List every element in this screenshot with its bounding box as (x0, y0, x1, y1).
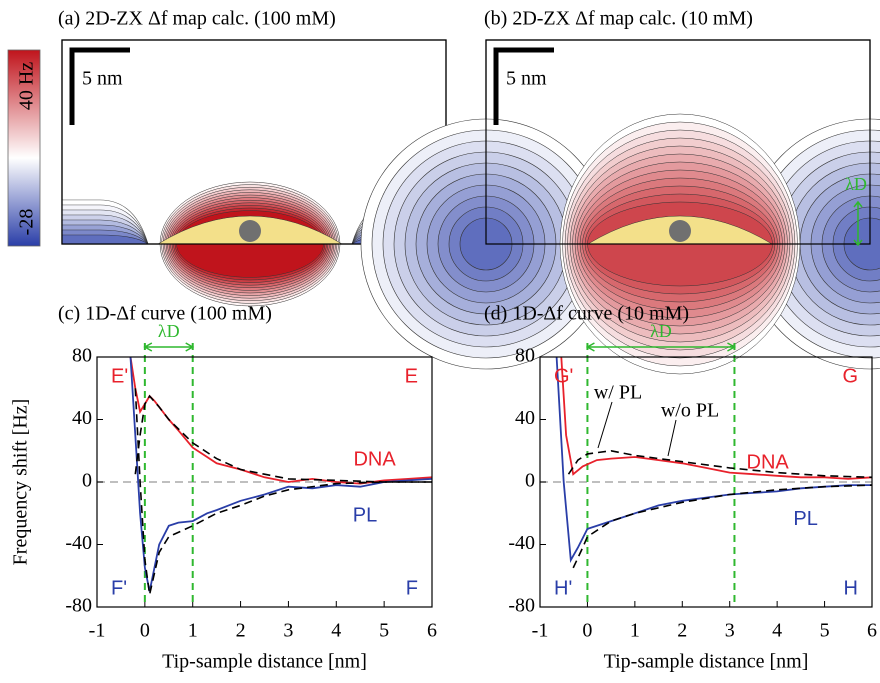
plot-frame (96, 356, 433, 608)
band (62, 210, 148, 244)
corner-label: E (405, 365, 418, 387)
corner-label: F (406, 577, 418, 599)
colorbar (7, 49, 41, 247)
y-tick-label: 80 (72, 345, 92, 367)
corner-label: E' (111, 365, 128, 387)
series-label: PL (793, 508, 817, 530)
lambda-arrow (143, 342, 195, 352)
y-tick-label: 40 (515, 407, 535, 429)
lambda-label: λD (845, 174, 867, 194)
scale-bar (493, 47, 554, 125)
corner-label: G (842, 365, 858, 387)
scale-bar (69, 47, 130, 125)
x-tick-label: 0 (140, 620, 150, 642)
x-tick-label: 6 (427, 620, 437, 642)
x-tick-label: 0 (582, 620, 592, 642)
y-axis-label: Frequency shift [Hz] (10, 399, 32, 566)
fit-line (134, 394, 432, 483)
dna-strand (239, 220, 261, 242)
lambda-label: λD (158, 321, 180, 341)
plot-frame (539, 356, 873, 608)
y-tick-label: -40 (508, 532, 535, 554)
lambda-label: λD (650, 321, 672, 341)
annotation: w/ PL (594, 382, 642, 404)
contour (62, 199, 149, 245)
colorbar-max: 40 Hz (16, 62, 38, 110)
x-tick-label: 3 (283, 620, 293, 642)
y-tick-label: 0 (82, 470, 92, 492)
corner-label: F' (111, 577, 127, 599)
colorbar-min: -28 (16, 209, 38, 236)
corner-label: H (844, 577, 858, 599)
x-tick-label: 1 (630, 620, 640, 642)
x-tick-label: 5 (820, 620, 830, 642)
y-tick-label: -80 (508, 595, 535, 617)
contour (62, 229, 149, 245)
x-axis-label: Tip-sample distance [nm] (162, 651, 367, 673)
data-line (129, 357, 432, 592)
y-tick-label: -80 (65, 595, 92, 617)
scale-label: 5 nm (506, 68, 547, 90)
chart-title: (d) 1D-Δf curve (10 mM) (484, 303, 689, 325)
x-tick-label: 2 (677, 620, 687, 642)
fit-line (134, 388, 432, 595)
contour (62, 234, 149, 245)
plot-area (555, 357, 872, 569)
x-tick-label: 4 (772, 620, 782, 642)
contour (62, 214, 149, 245)
map-title: (b) 2D-ZX Δf map calc. (10 mM) (484, 8, 753, 30)
x-tick-label: -1 (89, 620, 106, 642)
annotation-pointer (667, 419, 677, 457)
annotation: w/o PL (661, 400, 719, 422)
x-tick-label: 2 (236, 620, 246, 642)
band (62, 220, 148, 244)
band (62, 235, 148, 244)
x-axis-label: Tip-sample distance [nm] (604, 651, 809, 673)
contour (62, 209, 149, 245)
band (62, 230, 148, 244)
series-label: PL (353, 505, 377, 527)
x-tick-label: 3 (725, 620, 735, 642)
x-tick-label: -1 (532, 620, 549, 642)
contour (62, 224, 149, 245)
contour (62, 204, 149, 245)
series-label: DNA (747, 452, 790, 474)
annotation-pointer (597, 401, 613, 449)
map-title: (a) 2D-ZX Δf map calc. (100 mM) (58, 8, 336, 30)
y-tick-label: 80 (515, 345, 535, 367)
frame-cover (485, 39, 871, 245)
x-tick-label: 4 (331, 620, 341, 642)
fit-line (572, 484, 872, 569)
scale-label: 5 nm (82, 68, 123, 90)
x-tick-label: 6 (867, 620, 877, 642)
data-line (560, 357, 872, 480)
contour (62, 219, 149, 245)
lambda-marker (853, 200, 863, 247)
y-tick-label: 40 (72, 407, 92, 429)
x-tick-label: 5 (379, 620, 389, 642)
fit-line (567, 449, 872, 479)
corner-label: H' (554, 577, 572, 599)
series-label: DNA (353, 448, 396, 470)
corner-label: G' (554, 365, 573, 387)
y-tick-label: 0 (525, 470, 535, 492)
x-tick-label: 1 (188, 620, 198, 642)
dna-strand (669, 220, 691, 242)
plot-area (129, 357, 432, 595)
lambda-arrow (585, 342, 736, 352)
y-tick-label: -40 (65, 532, 92, 554)
chart-title: (c) 1D-Δf curve (100 mM) (58, 303, 272, 325)
